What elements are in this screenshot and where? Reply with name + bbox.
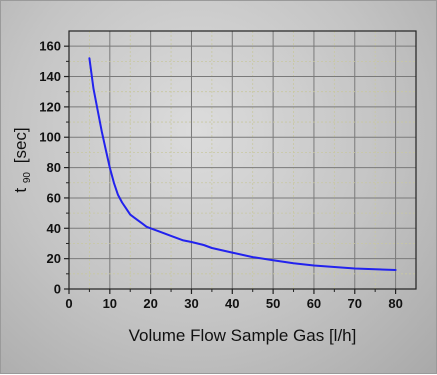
series-line — [88, 57, 397, 271]
y-axis-title-subscript: 90 — [22, 172, 33, 184]
y-tick-label: 120 — [39, 99, 61, 114]
y-axis-title-unit: [sec] — [11, 127, 30, 163]
y-tick-label: 160 — [39, 39, 61, 54]
x-tick-label: 60 — [307, 296, 321, 311]
x-axis-ticks: 0 10 20 30 40 50 60 70 80 — [65, 289, 403, 311]
axes — [68, 30, 417, 290]
y-tick-label: 20 — [47, 251, 61, 266]
x-tick-label: 50 — [266, 296, 280, 311]
y-tick-label: 100 — [39, 130, 61, 145]
x-axis-title: Volume Flow Sample Gas [l/h] — [129, 326, 357, 345]
y-tick-label: 60 — [47, 190, 61, 205]
x-tick-label: 10 — [103, 296, 117, 311]
x-tick-label: 70 — [348, 296, 362, 311]
y-tick-label: 40 — [47, 221, 61, 236]
x-tick-label: 40 — [225, 296, 239, 311]
plot-area — [69, 31, 416, 289]
x-tick-label: 0 — [65, 296, 72, 311]
y-axis-title: t 90 [sec] — [11, 127, 34, 192]
x-tick-label: 30 — [184, 296, 198, 311]
grid-lines — [69, 31, 416, 289]
y-axis-title-main: t — [11, 188, 30, 193]
series-layer — [88, 57, 397, 271]
x-tick-label: 80 — [388, 296, 402, 311]
axes-frame — [68, 30, 417, 290]
y-tick-label: 140 — [39, 69, 61, 84]
y-axis-ticks: 0 20 40 60 80 100 120 140 160 — [39, 39, 69, 297]
x-tick-label: 20 — [143, 296, 157, 311]
y-tick-label: 0 — [54, 282, 61, 297]
y-tick-label: 80 — [47, 160, 61, 175]
